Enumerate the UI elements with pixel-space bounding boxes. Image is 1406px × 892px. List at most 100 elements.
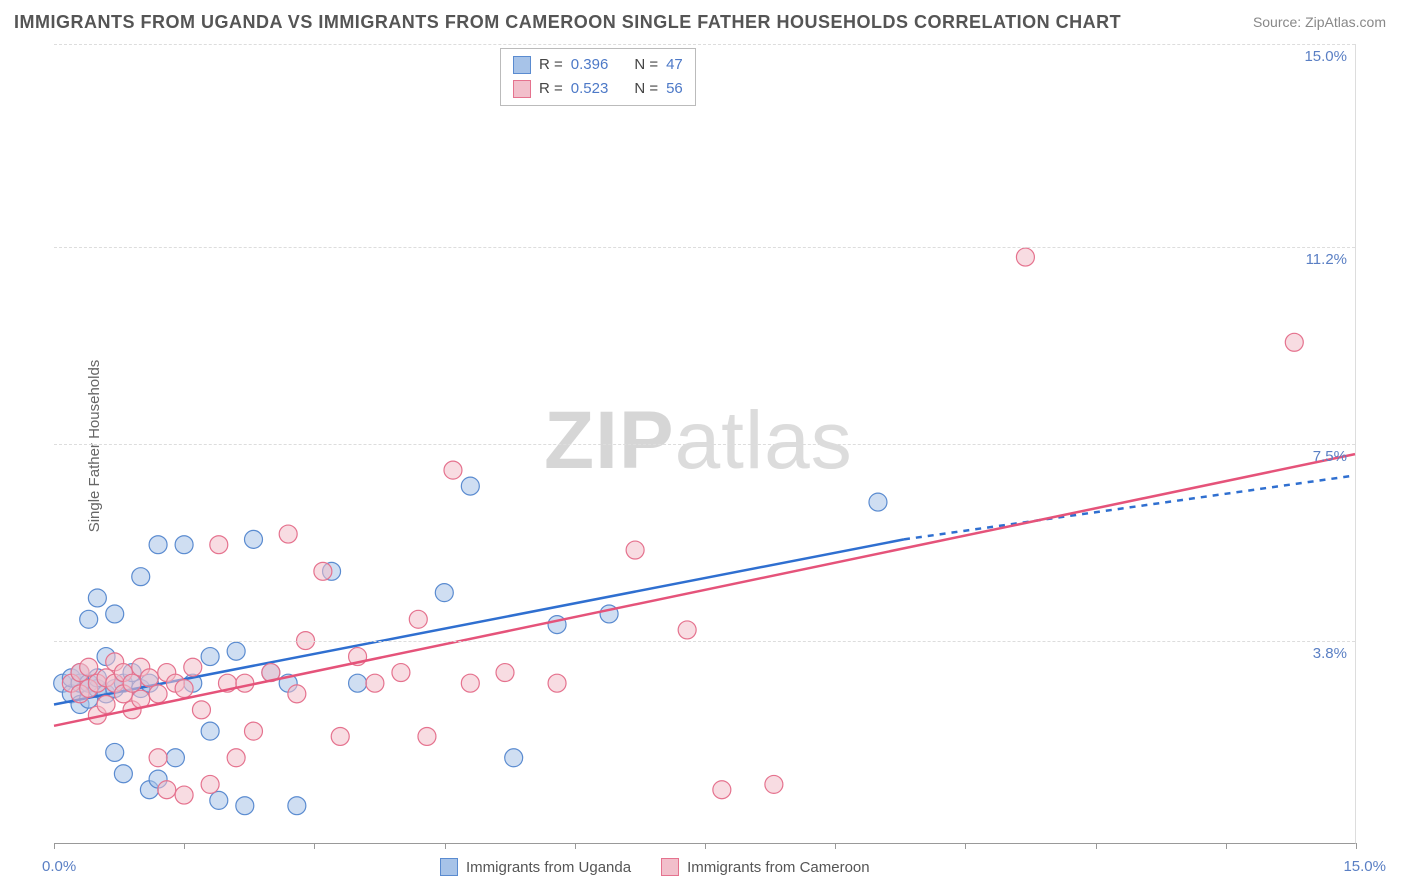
scatter-point [114, 765, 132, 783]
scatter-point [201, 722, 219, 740]
gridline [54, 44, 1355, 45]
legend-top: R = 0.396 N = 47 R = 0.523 N = 56 [500, 48, 696, 106]
scatter-point [106, 605, 124, 623]
scatter-point [158, 781, 176, 799]
legend-label: Immigrants from Uganda [466, 859, 631, 876]
scatter-point [149, 685, 167, 703]
scatter-point [175, 786, 193, 804]
scatter-point [184, 658, 202, 676]
scatter-point [392, 664, 410, 682]
scatter-point [765, 775, 783, 793]
scatter-point [869, 493, 887, 511]
scatter-point [626, 541, 644, 559]
scatter-point [505, 749, 523, 767]
scatter-point [88, 589, 106, 607]
scatter-point [244, 530, 262, 548]
x-tick [835, 843, 836, 849]
gridline [54, 444, 1355, 445]
scatter-point [366, 674, 384, 692]
legend-top-row: R = 0.523 N = 56 [513, 77, 683, 101]
legend-r-label: R = [539, 77, 563, 101]
scatter-point [461, 674, 479, 692]
scatter-point [97, 696, 115, 714]
x-tick [965, 843, 966, 849]
scatter-point [678, 621, 696, 639]
scatter-point [236, 797, 254, 815]
trend-line [54, 454, 1355, 726]
x-tick [1226, 843, 1227, 849]
x-tick [705, 843, 706, 849]
plot-area: ZIPatlas 3.8%7.5%11.2%15.0% [54, 44, 1356, 844]
x-tick [54, 843, 55, 849]
trend-line-ext [904, 475, 1355, 539]
scatter-point [192, 701, 210, 719]
scatter-point [548, 674, 566, 692]
scatter-point [236, 674, 254, 692]
legend-n-value: 56 [666, 77, 683, 101]
y-tick-label: 15.0% [1304, 48, 1347, 65]
legend-n-label: N = [634, 53, 658, 77]
scatter-point [132, 568, 150, 586]
scatter-point [314, 562, 332, 580]
x-tick [575, 843, 576, 849]
x-tick [1096, 843, 1097, 849]
scatter-point [166, 749, 184, 767]
x-tick [314, 843, 315, 849]
scatter-point [496, 664, 514, 682]
scatter-point [201, 648, 219, 666]
legend-n-value: 47 [666, 53, 683, 77]
scatter-point [288, 685, 306, 703]
scatter-point [1285, 333, 1303, 351]
scatter-point [244, 722, 262, 740]
scatter-point [149, 536, 167, 554]
x-tick [1356, 843, 1357, 849]
legend-bottom: Immigrants from Uganda Immigrants from Ca… [440, 858, 870, 876]
scatter-point [279, 525, 297, 543]
scatter-point [80, 658, 98, 676]
scatter-point [210, 536, 228, 554]
x-tick [184, 843, 185, 849]
scatter-point [461, 477, 479, 495]
scatter-point [201, 775, 219, 793]
scatter-point [149, 749, 167, 767]
legend-n-label: N = [634, 77, 658, 101]
scatter-point [227, 749, 245, 767]
scatter-point [409, 610, 427, 628]
legend-label: Immigrants from Cameroon [687, 859, 870, 876]
legend-r-value: 0.396 [571, 53, 609, 77]
x-tick [445, 843, 446, 849]
legend-top-row: R = 0.396 N = 47 [513, 53, 683, 77]
y-tick-label: 11.2% [1306, 251, 1347, 268]
y-tick-label: 3.8% [1313, 645, 1347, 662]
scatter-point [175, 680, 193, 698]
scatter-point [288, 797, 306, 815]
scatter-point [106, 743, 124, 761]
legend-swatch [440, 858, 458, 876]
y-tick-label: 7.5% [1313, 448, 1347, 465]
scatter-point [349, 674, 367, 692]
chart-title: IMMIGRANTS FROM UGANDA VS IMMIGRANTS FRO… [14, 12, 1121, 33]
scatter-point [227, 642, 245, 660]
scatter-point [210, 791, 228, 809]
legend-r-value: 0.523 [571, 77, 609, 101]
legend-bottom-item: Immigrants from Cameroon [661, 858, 870, 876]
legend-r-label: R = [539, 53, 563, 77]
gridline [54, 641, 1355, 642]
x-axis-label-right: 15.0% [1343, 858, 1386, 875]
scatter-point [418, 727, 436, 745]
scatter-point [444, 461, 462, 479]
scatter-point [80, 610, 98, 628]
legend-swatch [661, 858, 679, 876]
source-label: Source: ZipAtlas.com [1253, 14, 1386, 30]
scatter-point [331, 727, 349, 745]
scatter-point [140, 669, 158, 687]
legend-bottom-item: Immigrants from Uganda [440, 858, 631, 876]
scatter-point [435, 584, 453, 602]
x-axis-label-left: 0.0% [42, 858, 76, 875]
scatter-point [1016, 248, 1034, 266]
gridline [54, 247, 1355, 248]
legend-swatch [513, 80, 531, 98]
scatter-point [123, 674, 141, 692]
legend-swatch [513, 56, 531, 74]
scatter-point [713, 781, 731, 799]
